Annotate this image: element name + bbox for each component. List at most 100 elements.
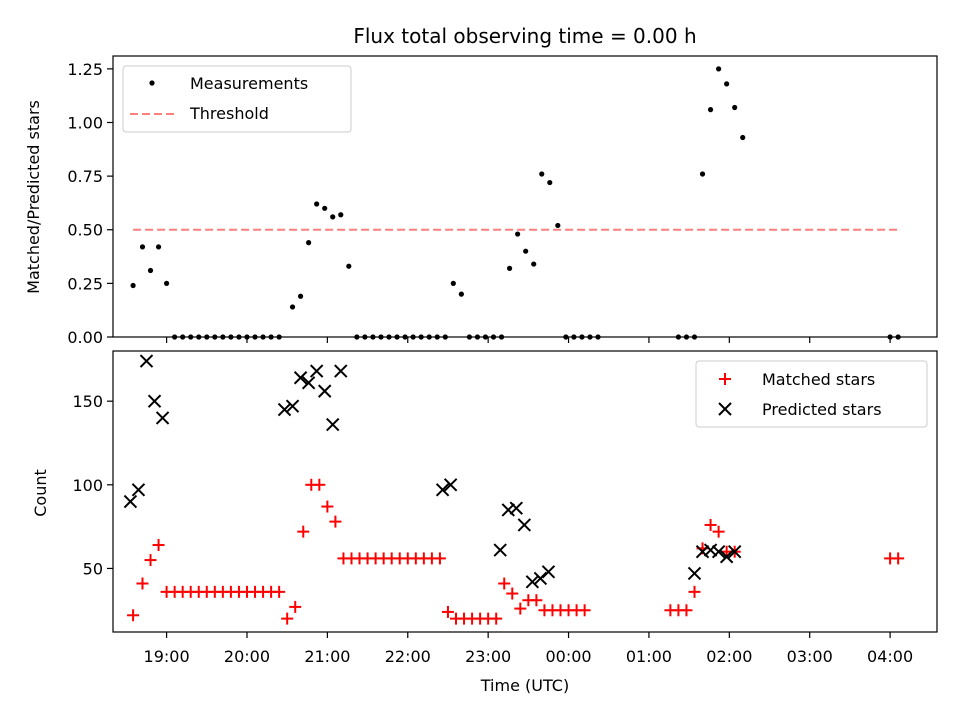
- count-y-tick-label: 150: [72, 392, 103, 411]
- count-x-tick-label: 23:00: [465, 647, 511, 666]
- legend-measurements-label: Measurements: [190, 74, 308, 93]
- measurements-point: [289, 304, 296, 310]
- measurements-point: [555, 222, 561, 229]
- count-legend-box: [695, 360, 928, 428]
- measurements-point: [330, 214, 336, 220]
- ratio-y-tick-label: 0.25: [67, 274, 103, 293]
- predicted-stars-point: [509, 501, 523, 515]
- measurements-point: [458, 291, 464, 297]
- count-x-tick-label: 20:00: [224, 647, 270, 666]
- predicted-stars-point: [541, 565, 556, 579]
- ratio-legend-box: [122, 65, 352, 133]
- predicted-stars-point: [719, 550, 734, 564]
- ratio-y-axis-title: Matched/Predicted stars: [24, 100, 43, 294]
- count-y-tick-label: 100: [72, 476, 103, 495]
- count-x-tick-label: 19:00: [144, 647, 190, 666]
- legend-matched-marker: [719, 373, 731, 385]
- predicted-stars-point: [277, 402, 292, 417]
- ratio-y-tick-label: 1.25: [67, 60, 103, 79]
- matched-stars-point: [152, 539, 165, 552]
- matched-stars-point: [297, 525, 310, 538]
- predicted-stars-point: [139, 354, 154, 368]
- predicted-stars-point: [285, 399, 300, 413]
- predicted-stars-point: [695, 545, 710, 559]
- ratio-y-tick-label: 0.75: [67, 167, 103, 186]
- count-plot: 50 100 150 19:00 20:00 21:00 22:00 23:00 00:00 01…: [31, 350, 938, 695]
- predicted-stars-point: [147, 394, 162, 408]
- matched-stars-point: [313, 478, 326, 491]
- measurements-point: [716, 66, 722, 72]
- count-x-tick-label: 22:00: [385, 647, 431, 666]
- measurements-point: [450, 280, 456, 286]
- predicted-stars-point: [334, 364, 348, 378]
- matched-stars-point: [144, 554, 157, 567]
- predicted-stars-point: [443, 478, 458, 492]
- measurements-point: [163, 280, 170, 286]
- predicted-stars-point: [155, 411, 170, 425]
- ratio-y-tick-label: 0.50: [67, 221, 103, 240]
- legend-predicted-marker: [718, 402, 732, 416]
- predicted-stars-point: [326, 417, 340, 432]
- ratio-y-tick-label: 1.00: [67, 113, 103, 132]
- matched-stars-point: [578, 604, 591, 617]
- count-x-tick-label: 04:00: [867, 647, 913, 666]
- ratio-plot: 0.00 0.25 0.50 0.75 1.00 1.25 Matched/Predict…: [24, 55, 938, 347]
- matched-stars-point: [498, 577, 511, 590]
- count-points: [123, 354, 905, 625]
- measurements-point: [506, 265, 513, 271]
- matched-stars-point: [273, 585, 286, 598]
- measurements-point: [699, 171, 706, 177]
- measurements-point: [515, 231, 521, 237]
- predicted-stars-point: [501, 503, 515, 517]
- chart-title: Flux total observing time = 0.00 h: [353, 24, 696, 48]
- matched-stars-point: [127, 609, 140, 622]
- measurements-point: [306, 240, 312, 246]
- predicted-stars-point: [517, 518, 532, 532]
- count-x-tick-label: 21:00: [304, 647, 350, 666]
- count-axes: 50 100 150 19:00 20:00 21:00 22:00 23:00 00:00 01…: [72, 350, 938, 666]
- matched-stars-point: [712, 525, 725, 538]
- predicted-stars-point: [123, 494, 138, 509]
- measurements-point: [346, 263, 352, 269]
- measurements-point: [539, 171, 545, 177]
- measurements-point: [724, 81, 730, 87]
- measurements-point: [322, 205, 328, 211]
- count-y-axis-title: Count: [31, 469, 50, 517]
- matched-stars-point: [506, 587, 519, 600]
- legend-predicted-label: Predicted stars: [762, 400, 882, 419]
- matched-stars-point: [433, 552, 446, 565]
- count-plot-frame: [112, 350, 938, 633]
- matched-stars-point: [688, 585, 701, 598]
- count-x-axis-title: Time (UTC): [480, 676, 569, 695]
- matched-stars-point: [892, 552, 905, 565]
- legend-measurements-marker: [149, 80, 155, 86]
- measurements-point: [338, 212, 344, 218]
- measurements-point: [147, 267, 154, 274]
- measurements-point: [740, 134, 746, 141]
- measurements-point: [155, 244, 162, 250]
- measurements-point: [523, 248, 529, 254]
- count-x-tick-label: 01:00: [626, 647, 672, 666]
- count-x-tick-label: 02:00: [706, 647, 752, 666]
- predicted-stars-point: [711, 545, 726, 559]
- matched-stars-point: [530, 594, 543, 607]
- matched-stars-point: [321, 500, 334, 513]
- predicted-stars-point: [301, 376, 316, 390]
- predicted-stars-point: [317, 384, 332, 398]
- count-x-tick-label: 03:00: [787, 647, 833, 666]
- predicted-stars-point: [727, 545, 742, 559]
- matched-stars-point: [490, 612, 503, 625]
- matched-stars-point: [514, 602, 527, 615]
- predicted-stars-point: [309, 364, 324, 378]
- measurements-point: [707, 107, 714, 113]
- count-y-tick-label: 50: [83, 559, 103, 578]
- count-x-tick-label: 00:00: [545, 647, 591, 666]
- measurements-point: [531, 261, 537, 267]
- count-legend: Matched stars Predicted stars: [695, 360, 928, 428]
- legend-matched-label: Matched stars: [762, 370, 875, 389]
- ratio-y-tick-label: 0.00: [67, 328, 103, 347]
- predicted-stars-point: [435, 483, 450, 497]
- matched-stars-point: [680, 604, 693, 617]
- measurements-point: [732, 104, 738, 111]
